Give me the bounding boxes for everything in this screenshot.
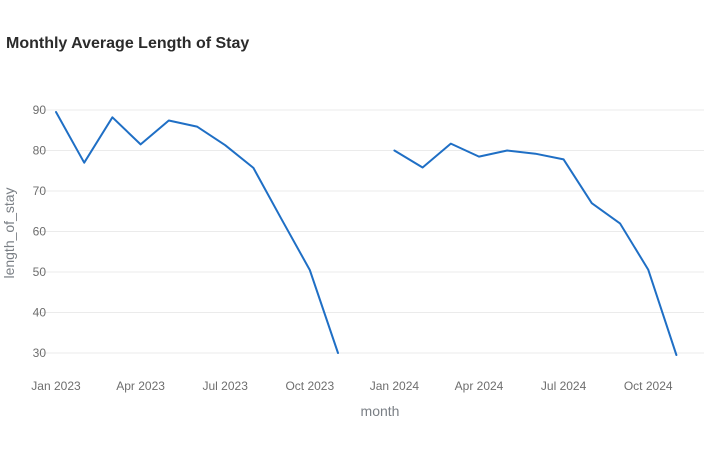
x-axis-ticks: Jan 2023 Apr 2023 Jul 2023 Oct 2023 Jan 2024… (31, 379, 673, 393)
x-tick-label: Jan 2024 (370, 379, 420, 393)
y-tick-label: 90 (33, 103, 47, 117)
series-line (393, 142, 678, 356)
y-tick-label: 60 (33, 225, 47, 239)
y-tick-label: 30 (33, 346, 47, 360)
y-tick-label: 70 (33, 184, 47, 198)
x-tick-label: Jul 2024 (541, 379, 587, 393)
x-tick-label: Oct 2024 (624, 379, 673, 393)
y-tick-label: 80 (33, 144, 47, 158)
x-tick-label: Jan 2023 (31, 379, 81, 393)
chart-title: Monthly Average Length of Stay (6, 35, 250, 52)
y-tick-label: 40 (33, 306, 47, 320)
x-tick-label: Apr 2024 (455, 379, 504, 393)
grid-layer (36, 109, 704, 354)
y-axis-label: length_of_stay (1, 187, 17, 278)
series-layer (55, 111, 678, 356)
y-tick-label: 50 (33, 265, 47, 279)
x-tick-label: Oct 2023 (285, 379, 334, 393)
x-tick-label: Jul 2023 (203, 379, 249, 393)
x-axis-label: month (361, 403, 400, 419)
series-line (55, 111, 339, 354)
x-tick-label: Apr 2023 (116, 379, 165, 393)
y-axis-ticks: 30 40 50 60 70 80 90 (33, 103, 47, 360)
